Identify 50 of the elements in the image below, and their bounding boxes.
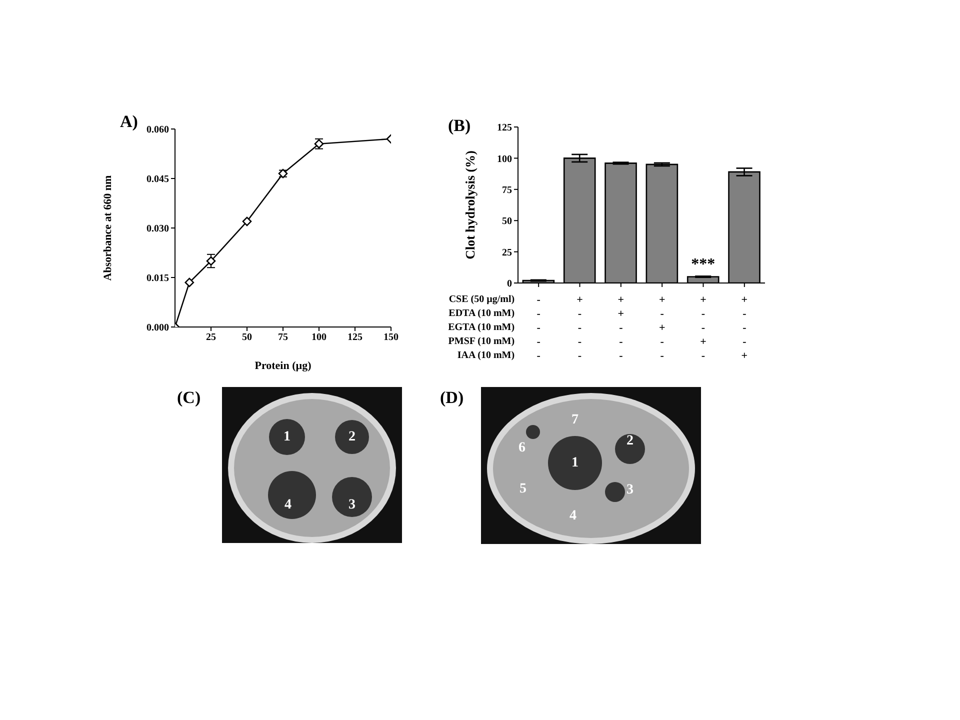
text: 5 [520,482,526,496]
y-tick-label: 0.015 [146,273,169,284]
text: (C) [177,388,201,408]
x-axis-title: Protein (µg) [254,360,312,372]
x-tick-label: 100 [312,332,326,344]
text: 2 [348,430,356,444]
x-tick-label: + - - - + [741,294,748,362]
text: EGTA (10 mM) [448,322,515,334]
text: (D) [440,388,464,408]
text: EDTA (10 mM) [448,308,515,320]
text: CSE (50 µg/ml) [448,294,515,306]
point [206,256,216,266]
point [242,216,252,226]
text: 2 [626,434,634,448]
y-tick-label: 125 [497,122,512,134]
text: 7 [572,412,578,428]
x-tick-label: + - - + - [700,294,706,362]
y-axis-title: Absorbance at 660 nm [102,175,114,281]
text: 3 [348,498,356,512]
y-tick-label: 0.030 [146,224,169,235]
text: 6 [518,440,526,456]
text: 3 [626,482,634,498]
y-tick-label: 25 [502,247,512,258]
y-tick-label: 75 [502,184,512,196]
y-tick-label: 0.000 [146,322,169,334]
x-tick-label: 50 [242,332,252,344]
chart-title: (B) [448,116,471,136]
text: 4 [284,498,292,512]
y-axis-title: Clot hydrolysis (%) [462,150,478,260]
x-tick-label: + + - - - [618,294,624,362]
text: 1 [284,430,290,444]
text: 1 [572,456,578,470]
x-tick-label: 150 [384,332,398,344]
data-label: *** [691,256,716,273]
y-tick-label: 0.060 [146,124,169,136]
point [184,278,194,288]
x-tick-label: 125 [348,332,362,344]
x-tick-label: + - + - - [658,294,666,362]
x-tick-label: 75 [278,332,288,344]
text: 4 [570,508,576,524]
y-tick-label: 0.045 [146,174,169,186]
x-tick-label: + - - - - [576,294,583,362]
y-tick-label: 0 [507,278,512,290]
text: IAA (10 mM) [457,350,515,362]
x-tick-label: 25 [206,332,216,344]
chart-title: A) [120,112,138,132]
text: PMSF (10 mM) [448,336,515,348]
y-tick-label: 100 [497,154,512,165]
y-tick-label: 50 [502,216,512,228]
x-tick-label: - - - - - [536,294,541,362]
